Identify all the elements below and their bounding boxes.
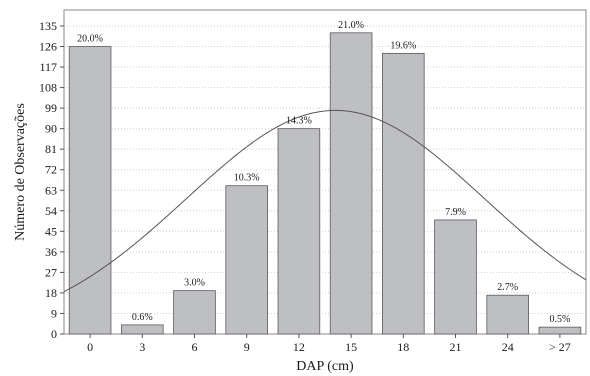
plot-area-frame bbox=[63, 9, 587, 335]
x-axis-title: DAP (cm) bbox=[296, 359, 354, 374]
x-tick-label-2: 6 bbox=[192, 340, 198, 354]
bar-1 bbox=[121, 324, 164, 335]
y-tick-label-8: 72 bbox=[45, 163, 57, 177]
x-tick-label-1: 3 bbox=[139, 340, 145, 354]
bar-0 bbox=[68, 46, 112, 335]
y-tick-label-6: 54 bbox=[45, 204, 57, 218]
y-tick-label-10: 90 bbox=[45, 122, 57, 136]
normal-fit-curve bbox=[63, 109, 587, 293]
y-axis-ticks: 0 9 18 27 36 45 54 63 72 81 90 99 108 117 126 135 bbox=[39, 19, 64, 341]
x-tick-label-0: 0 bbox=[87, 340, 93, 354]
x-tick-label-4: 12 bbox=[293, 340, 305, 354]
bar-3 bbox=[225, 185, 268, 335]
bar-2 bbox=[173, 290, 216, 335]
y-tick-label-1: 9 bbox=[51, 306, 57, 320]
x-tick-label-5: 15 bbox=[345, 340, 357, 354]
y-tick-label-13: 117 bbox=[39, 60, 57, 74]
x-axis-ticks: 0 3 6 9 12 15 18 21 24 > 27 bbox=[87, 334, 571, 354]
bar-8 bbox=[486, 294, 529, 335]
data-label-9: 0.5% bbox=[549, 314, 570, 325]
y-tick-label-9: 81 bbox=[45, 142, 57, 156]
bar-4 bbox=[277, 128, 321, 335]
x-tick-label-3: 9 bbox=[244, 340, 250, 354]
data-labels: 20.0% 0.6% 3.0% 10.3% 14.3% 21.0% 19.6% 7.9% 2.7… bbox=[77, 20, 570, 325]
x-tick-label-6: 18 bbox=[397, 340, 409, 354]
data-label-3: 10.3% bbox=[234, 173, 260, 184]
x-tick-label-7: 21 bbox=[450, 340, 462, 354]
y-tick-label-4: 36 bbox=[45, 245, 57, 259]
data-label-4: 14.3% bbox=[286, 116, 312, 127]
y-tick-label-2: 18 bbox=[45, 286, 57, 300]
data-label-6: 19.6% bbox=[390, 40, 416, 51]
y-tick-label-3: 27 bbox=[45, 265, 57, 279]
bar-7 bbox=[434, 219, 477, 335]
data-label-0: 20.0% bbox=[77, 34, 103, 45]
y-tick-label-15: 135 bbox=[39, 19, 57, 33]
x-tick-label-9: > 27 bbox=[549, 340, 571, 354]
data-label-1: 0.6% bbox=[132, 312, 153, 323]
y-tick-label-11: 99 bbox=[45, 101, 57, 115]
y-axis-title: Número de Observações bbox=[13, 103, 28, 241]
y-tick-label-7: 63 bbox=[45, 183, 57, 197]
data-label-5: 21.0% bbox=[338, 20, 364, 31]
data-label-8: 2.7% bbox=[497, 282, 518, 293]
grid-lines bbox=[64, 25, 586, 335]
y-tick-label-12: 108 bbox=[39, 81, 57, 95]
bars bbox=[68, 32, 582, 335]
bar-6 bbox=[382, 52, 425, 335]
y-tick-label-0: 0 bbox=[51, 327, 57, 341]
x-tick-label-8: 24 bbox=[502, 340, 514, 354]
bar-5 bbox=[329, 32, 373, 335]
y-tick-label-5: 45 bbox=[45, 224, 57, 238]
data-label-7: 7.9% bbox=[445, 207, 466, 218]
y-tick-label-14: 126 bbox=[39, 40, 57, 54]
data-label-2: 3.0% bbox=[184, 278, 205, 289]
bar-9 bbox=[538, 326, 582, 335]
